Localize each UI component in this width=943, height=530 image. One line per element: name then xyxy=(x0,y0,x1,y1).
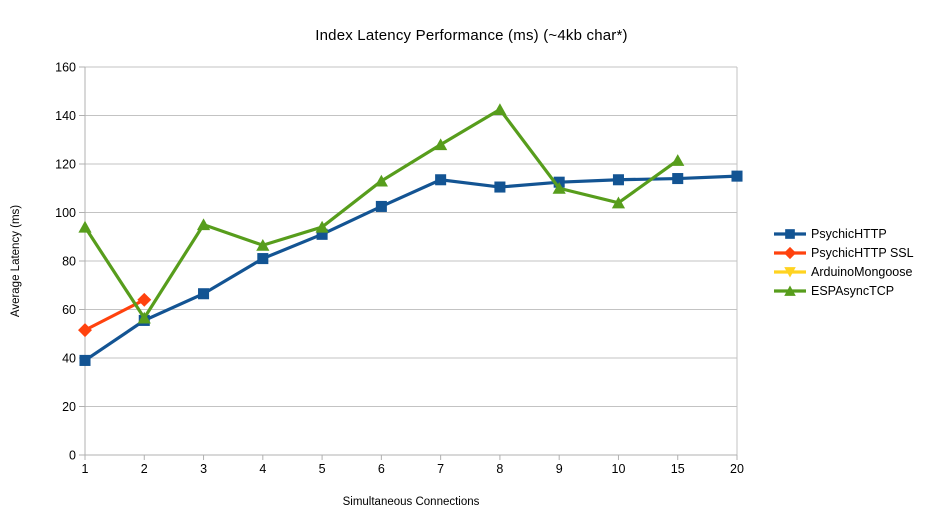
data-point xyxy=(196,218,211,231)
data-point xyxy=(137,292,152,307)
legend-label: PsychicHTTP SSL xyxy=(811,245,914,260)
x-tick-label: 5 xyxy=(319,462,326,476)
data-point xyxy=(731,170,743,182)
x-tick-label: 1 xyxy=(82,462,89,476)
legend-item-arduinomongoose: ArduinoMongoose xyxy=(774,262,914,281)
data-point xyxy=(552,182,566,194)
data-point xyxy=(672,173,684,185)
legend-item-psychichttp-ssl: PsychicHTTP SSL xyxy=(774,243,914,262)
x-tick-label: 6 xyxy=(378,462,385,476)
x-tick-label: 2 xyxy=(141,462,148,476)
series-espasynctcp xyxy=(78,103,685,324)
x-axis-title: Simultaneous Connections xyxy=(342,496,480,508)
data-point xyxy=(78,220,92,233)
series-line xyxy=(83,107,679,321)
data-point xyxy=(494,181,506,193)
x-tick-label: 20 xyxy=(730,462,744,476)
y-tick-label: 140 xyxy=(55,109,76,123)
legend: PsychicHTTP PsychicHTTP SSL ArduinoMongoos… xyxy=(774,224,914,300)
legend-label: PsychicHTTP xyxy=(811,226,887,241)
x-tick-label: 4 xyxy=(259,462,266,476)
data-point xyxy=(79,354,91,366)
data-point xyxy=(256,238,270,251)
data-point xyxy=(612,174,624,186)
data-point xyxy=(493,103,507,115)
legend-item-espasynctcp: ESPAsyncTCP xyxy=(774,281,914,300)
square-legend-icon xyxy=(774,228,806,239)
data-point xyxy=(783,246,797,259)
data-point xyxy=(611,196,626,209)
x-tick-label: 8 xyxy=(496,462,503,476)
data-point xyxy=(435,174,447,186)
data-point xyxy=(784,266,796,277)
x-tick-label: 7 xyxy=(437,462,444,476)
y-tick-label: 60 xyxy=(62,303,76,317)
y-tick-label: 120 xyxy=(55,158,76,172)
data-point xyxy=(315,220,329,233)
x-tick-label: 3 xyxy=(200,462,207,476)
data-point xyxy=(434,138,448,151)
series-line xyxy=(84,174,738,362)
data-point xyxy=(316,228,328,240)
data-point xyxy=(375,200,387,212)
legend-label: ESPAsyncTCP xyxy=(811,283,895,298)
y-tick-label: 160 xyxy=(55,61,76,75)
y-tick-label: 40 xyxy=(62,352,76,366)
diamond-legend-icon xyxy=(774,246,806,259)
data-point xyxy=(671,154,685,166)
legend-label: ArduinoMongoose xyxy=(811,264,913,279)
data-point xyxy=(785,228,795,239)
data-point xyxy=(198,288,210,300)
y-tick-label: 80 xyxy=(62,255,76,269)
y-tick-label: 20 xyxy=(62,400,76,414)
legend-item-psychichttp: PsychicHTTP xyxy=(774,224,914,243)
data-point xyxy=(78,323,92,338)
data-point xyxy=(784,285,796,296)
y-tick-label: 100 xyxy=(55,206,76,220)
data-point xyxy=(374,174,388,187)
triangle-up-legend-icon xyxy=(774,285,806,296)
triangle-down-legend-icon xyxy=(774,266,806,277)
x-tick-label: 10 xyxy=(612,462,626,476)
x-tick-label: 15 xyxy=(671,462,685,476)
data-point xyxy=(257,253,269,265)
y-tick-label: 0 xyxy=(69,449,76,463)
chart-title: Index Latency Performance (ms) (~4kb cha… xyxy=(315,27,628,44)
series-psychichttp xyxy=(79,170,743,366)
data-point xyxy=(137,311,151,324)
x-tick-label: 9 xyxy=(556,462,563,476)
